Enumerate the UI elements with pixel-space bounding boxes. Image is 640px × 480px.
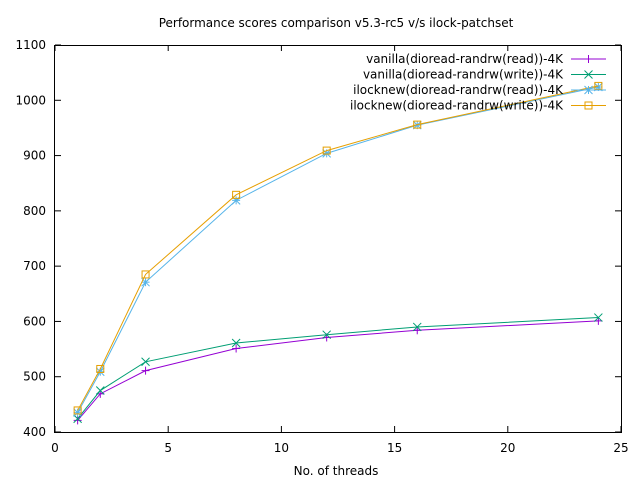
legend-label: vanilla(dioread-randrw(read))-4K xyxy=(366,52,564,66)
data-point xyxy=(594,81,603,90)
chart-title: Performance scores comparison v5.3-rc5 v… xyxy=(159,16,514,30)
y-tick-label: 400 xyxy=(23,425,46,439)
data-point xyxy=(73,414,82,424)
x-tick-label: 20 xyxy=(500,441,515,455)
y-tick-label: 1100 xyxy=(15,38,46,52)
data-point xyxy=(412,322,422,332)
data-point xyxy=(232,344,241,353)
legend-marker xyxy=(584,101,593,110)
x-axis: 0 5 10 15 20 25 xyxy=(51,45,629,455)
series-line-3 xyxy=(77,86,599,413)
y-tick-label: 500 xyxy=(23,370,46,384)
y-tick-label: 900 xyxy=(23,149,46,163)
legend: vanilla(dioread-randrw(read))-4K vanilla(… xyxy=(350,52,606,113)
plot-frame xyxy=(54,45,622,433)
legend-marker xyxy=(584,85,593,95)
series-line-1 xyxy=(77,320,599,421)
y-tick-label: 1000 xyxy=(15,93,46,107)
data-point xyxy=(73,408,82,418)
data-point xyxy=(322,146,331,155)
data-point xyxy=(594,313,603,322)
plot-area xyxy=(73,81,603,425)
x-tick-label: 25 xyxy=(613,441,628,455)
x-axis-label: No. of threads xyxy=(294,464,379,478)
legend-label: ilocknew(dioread-randrw(write))-4K xyxy=(350,99,564,113)
x-tick-label: 10 xyxy=(274,441,289,455)
data-point xyxy=(413,120,422,129)
legend-label: ilocknew(dioread-randrw(read))-4K xyxy=(353,83,564,97)
data-point xyxy=(322,330,332,340)
data-point xyxy=(73,416,82,425)
data-point xyxy=(73,406,82,415)
x-tick-label: 5 xyxy=(164,441,172,455)
data-point xyxy=(141,366,150,375)
y-tick-label: 800 xyxy=(23,204,46,218)
data-point xyxy=(232,190,241,199)
data-point xyxy=(231,338,241,348)
y-tick-label: 600 xyxy=(23,314,46,328)
data-point xyxy=(96,364,105,373)
series-line-4 xyxy=(77,85,599,411)
legend-marker xyxy=(584,55,593,63)
data-point xyxy=(141,357,150,367)
legend-label: vanilla(dioread-randrw(write))-4K xyxy=(363,68,564,82)
data-point xyxy=(141,270,150,279)
x-tick-label: 0 xyxy=(51,441,59,455)
y-axis: 400 500 600 700 800 900 1000 1100 xyxy=(15,38,621,439)
y-tick-label: 700 xyxy=(23,259,46,273)
x-tick-label: 15 xyxy=(387,441,402,455)
data-point xyxy=(95,386,105,395)
legend-marker xyxy=(584,70,593,79)
